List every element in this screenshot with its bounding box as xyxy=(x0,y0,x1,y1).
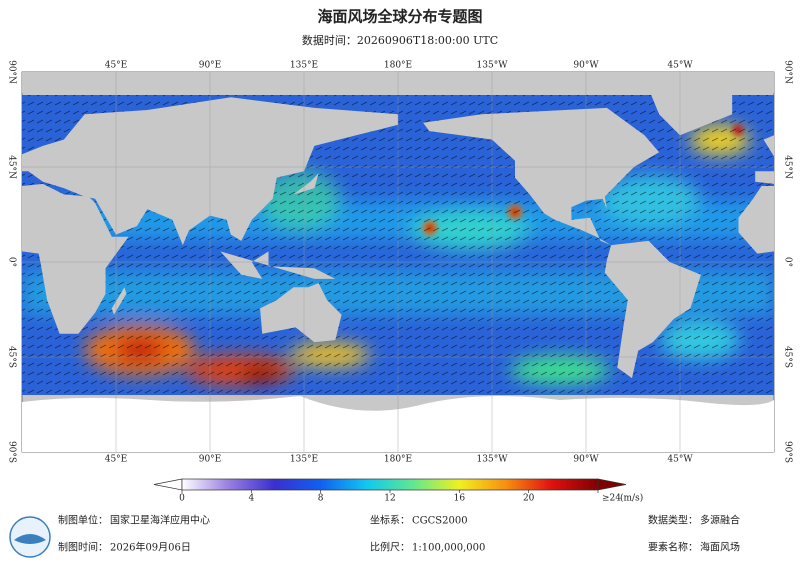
landmass xyxy=(220,251,336,279)
graticule xyxy=(22,72,774,452)
lon-label: 45°E xyxy=(105,455,128,465)
landmass xyxy=(738,186,774,254)
lat-label: 0° xyxy=(783,257,793,267)
lat-label: 45°S xyxy=(7,346,17,368)
logo-wave xyxy=(14,534,46,544)
footer-value: CGCS2000 xyxy=(412,516,468,527)
footer-value: 1:100,000,000 xyxy=(412,543,485,554)
colorbar-low-end xyxy=(153,478,183,491)
colorbar-tick-label: ≥24 xyxy=(602,494,621,504)
footer: 制图单位： 国家卫星海洋应用中心 制图时间： 2026年09月06日 坐标系： … xyxy=(9,514,740,558)
colorbar: 0 4 8 12 16 20 ≥24 (m/s) xyxy=(153,478,643,504)
map xyxy=(22,72,774,452)
footer-value: 国家卫星海洋应用中心 xyxy=(110,514,210,527)
lon-label: 90°E xyxy=(199,61,222,71)
colorbar-tick-label: 16 xyxy=(454,494,466,504)
lon-label: 45°E xyxy=(105,61,128,71)
colorbar-tick-label: 12 xyxy=(384,494,395,504)
lon-label: 45°W xyxy=(667,455,693,465)
footer-label: 数据类型： xyxy=(648,514,698,527)
lat-label: 0° xyxy=(7,257,17,267)
landmass xyxy=(755,171,774,184)
landmass xyxy=(293,173,319,195)
lat-label: 45°S xyxy=(783,346,793,368)
lon-label: 90°W xyxy=(573,61,599,71)
lat-label: 90°N xyxy=(7,60,17,84)
colorbar-body xyxy=(181,478,599,491)
lat-label: 90°S xyxy=(783,441,793,463)
footer-value: 多源融合 xyxy=(700,514,740,527)
footer-label: 坐标系： xyxy=(370,515,410,527)
landmass xyxy=(22,183,129,334)
landmass xyxy=(648,88,733,136)
lat-label: 90°S xyxy=(7,441,17,463)
lon-label: 135°W xyxy=(477,455,509,465)
footer-label: 制图时间： xyxy=(58,541,108,554)
landmass xyxy=(260,283,342,343)
colorbar-tick-label: 20 xyxy=(523,494,535,504)
landmass xyxy=(111,287,127,315)
lon-label: 45°W xyxy=(667,61,693,71)
title: 海面风场全球分布专题图 xyxy=(317,8,482,26)
subtitle: 数据时间：20260906T18:00:00 UTC xyxy=(302,33,498,47)
colorbar-high-end xyxy=(597,478,627,491)
lon-label: 135°E xyxy=(290,455,318,465)
lon-label: 180°E xyxy=(384,61,412,71)
map-labels: 45°E 45°E 90°E 90°E 135°E 135°E 180°E 180°E 135°… xyxy=(7,60,793,464)
lon-label: 135°E xyxy=(290,61,318,71)
colorbar-tick-label: 8 xyxy=(318,494,324,504)
lon-label: 180°E xyxy=(384,455,412,465)
landmass xyxy=(763,135,774,157)
lon-label: 90°W xyxy=(573,455,599,465)
colorbar-tick-label: 4 xyxy=(248,494,254,504)
colorbar-unit: (m/s) xyxy=(620,493,643,504)
footer-label: 制图单位： xyxy=(58,514,108,527)
lat-label: 45°N xyxy=(7,155,17,179)
footer-value: 2026年09月06日 xyxy=(110,541,191,554)
lon-label: 135°W xyxy=(477,61,509,71)
landmass xyxy=(423,107,660,246)
footer-value: 海面风场 xyxy=(700,541,740,554)
footer-label: 比例尺： xyxy=(370,541,410,554)
footer-label: 要素名称： xyxy=(648,541,698,554)
lat-label: 90°N xyxy=(783,60,793,84)
colorbar-tick-label: 0 xyxy=(179,494,185,504)
lat-label: 45°N xyxy=(783,155,793,179)
lon-label: 90°E xyxy=(199,455,222,465)
landmass xyxy=(604,240,701,379)
